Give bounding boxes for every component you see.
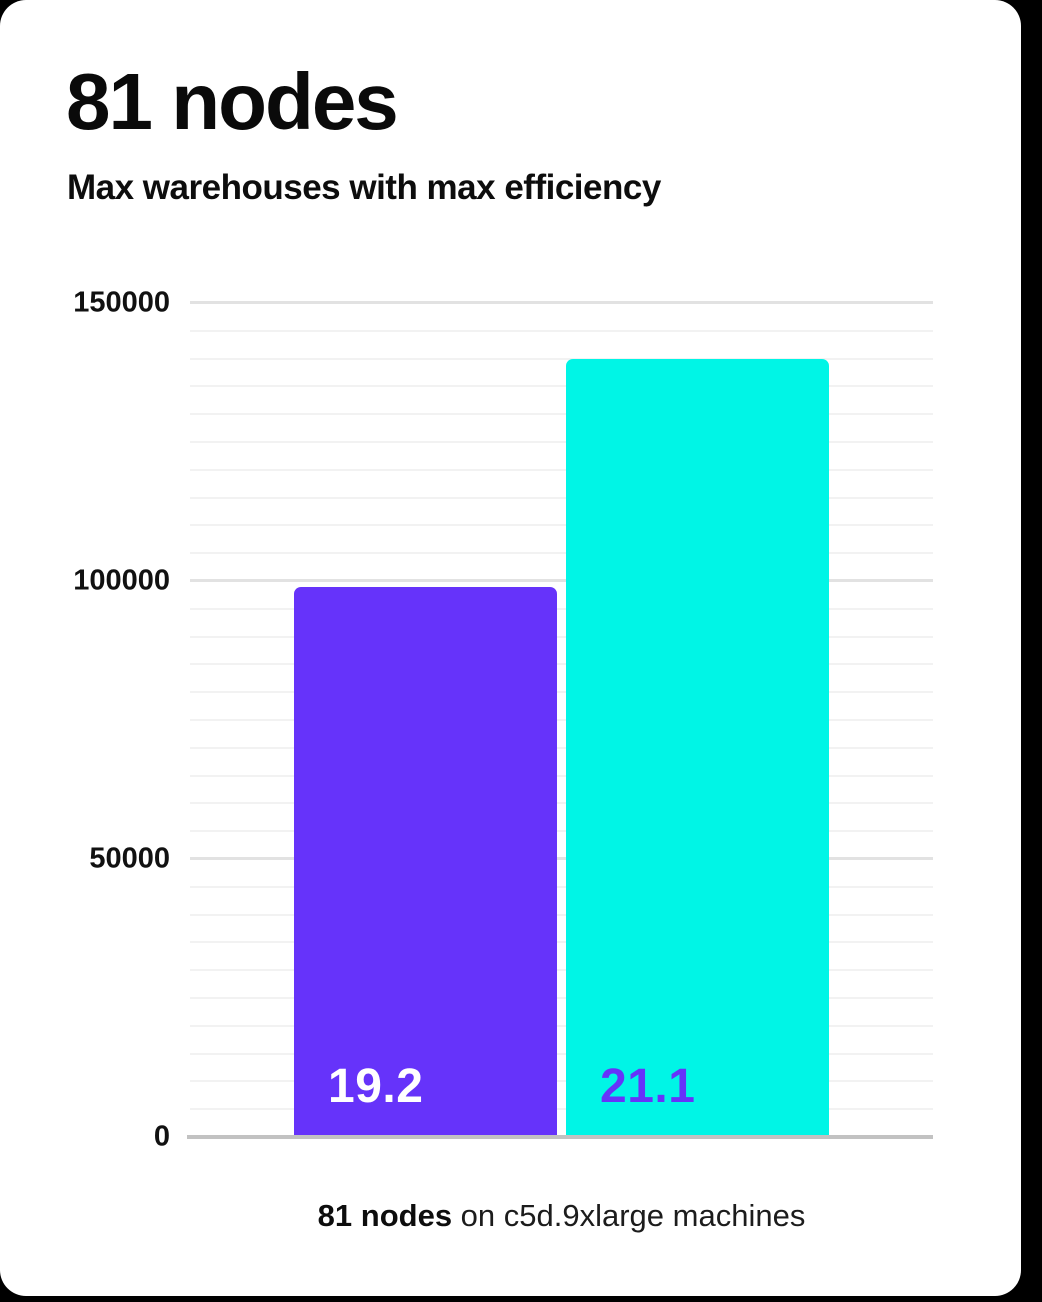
major-gridline bbox=[190, 301, 933, 304]
minor-gridline bbox=[190, 997, 933, 999]
minor-gridline bbox=[190, 775, 933, 777]
bar-19-2: 19.2 bbox=[294, 587, 557, 1137]
minor-gridline bbox=[190, 941, 933, 943]
caption-rest-text: on c5d.9xlarge machines bbox=[452, 1198, 806, 1233]
chart-caption: 81 nodes on c5d.9xlarge machines bbox=[190, 1198, 933, 1234]
page-title: 81 nodes bbox=[66, 57, 399, 146]
caption-bold-text: 81 nodes bbox=[317, 1198, 453, 1233]
y-tick-label: 150000 bbox=[73, 286, 170, 319]
minor-gridline bbox=[190, 830, 933, 832]
minor-gridline bbox=[190, 886, 933, 888]
minor-gridline bbox=[190, 330, 933, 332]
minor-gridline bbox=[190, 914, 933, 916]
minor-gridline bbox=[190, 747, 933, 749]
minor-gridline bbox=[190, 719, 933, 721]
minor-gridline bbox=[190, 1080, 933, 1082]
bar-value-label: 19.2 bbox=[328, 1060, 424, 1113]
minor-gridline bbox=[190, 969, 933, 971]
minor-gridline bbox=[190, 1108, 933, 1110]
minor-gridline bbox=[190, 802, 933, 804]
major-gridline bbox=[190, 579, 933, 582]
bar-21-1: 21.1 bbox=[566, 359, 829, 1137]
minor-gridline bbox=[190, 441, 933, 443]
y-tick-label: 50000 bbox=[89, 842, 170, 875]
page-subtitle: Max warehouses with max efficiency bbox=[67, 168, 661, 207]
plot-area: 19.2 21.1 bbox=[187, 301, 933, 1139]
chart-card: 81 nodes Max warehouses with max efficie… bbox=[0, 0, 1021, 1296]
minor-gridline bbox=[190, 385, 933, 387]
minor-gridline bbox=[190, 497, 933, 499]
minor-gridline bbox=[190, 524, 933, 526]
minor-gridline bbox=[190, 469, 933, 471]
minor-gridline bbox=[190, 636, 933, 638]
minor-gridline bbox=[190, 358, 933, 360]
minor-gridline bbox=[190, 1053, 933, 1055]
major-gridline bbox=[190, 857, 933, 860]
y-tick-label: 100000 bbox=[73, 564, 170, 597]
minor-gridline bbox=[190, 608, 933, 610]
minor-gridline bbox=[190, 552, 933, 554]
minor-gridline bbox=[190, 413, 933, 415]
minor-gridline bbox=[190, 663, 933, 665]
bar-value-label: 21.1 bbox=[600, 1060, 696, 1113]
x-axis-line bbox=[187, 1135, 933, 1139]
y-axis-labels: 0 50000 100000 150000 bbox=[0, 288, 170, 1151]
minor-gridline bbox=[190, 1025, 933, 1027]
y-tick-label: 0 bbox=[153, 1120, 170, 1153]
minor-gridline bbox=[190, 691, 933, 693]
